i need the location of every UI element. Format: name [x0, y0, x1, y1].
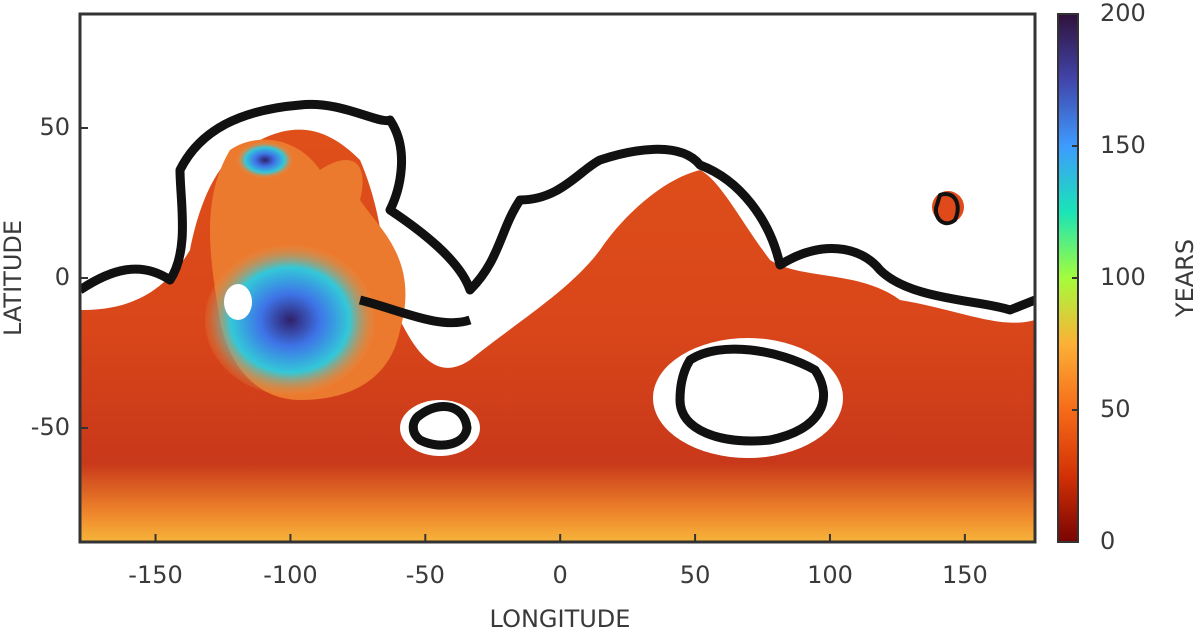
- x-tick-label: 50: [680, 561, 711, 589]
- colorbar-tick-label: 100: [1100, 263, 1146, 291]
- colorbar-tick-label: 200: [1100, 0, 1146, 27]
- colorbar-tick-label: 0: [1100, 527, 1115, 555]
- colorbar-tick-label: 50: [1100, 395, 1131, 423]
- x-tick-label: -150: [128, 561, 182, 589]
- colorbar-label: YEARS: [1171, 239, 1199, 318]
- y-tick-label: 50: [39, 113, 70, 141]
- colorbar-tick-label: 150: [1100, 131, 1146, 159]
- x-tick-label: 0: [553, 561, 568, 589]
- y-axis-label: LATITUDE: [0, 220, 27, 336]
- x-axis-label: LONGITUDE: [490, 605, 631, 633]
- map: [80, 14, 1035, 542]
- x-tick-label: 150: [942, 561, 988, 589]
- y-tick-label: 0: [55, 263, 70, 291]
- y-tick-label: -50: [31, 413, 70, 441]
- x-tick-label: 100: [807, 561, 853, 589]
- x-tick-label: -50: [406, 561, 445, 589]
- x-tick-label: -100: [263, 561, 317, 589]
